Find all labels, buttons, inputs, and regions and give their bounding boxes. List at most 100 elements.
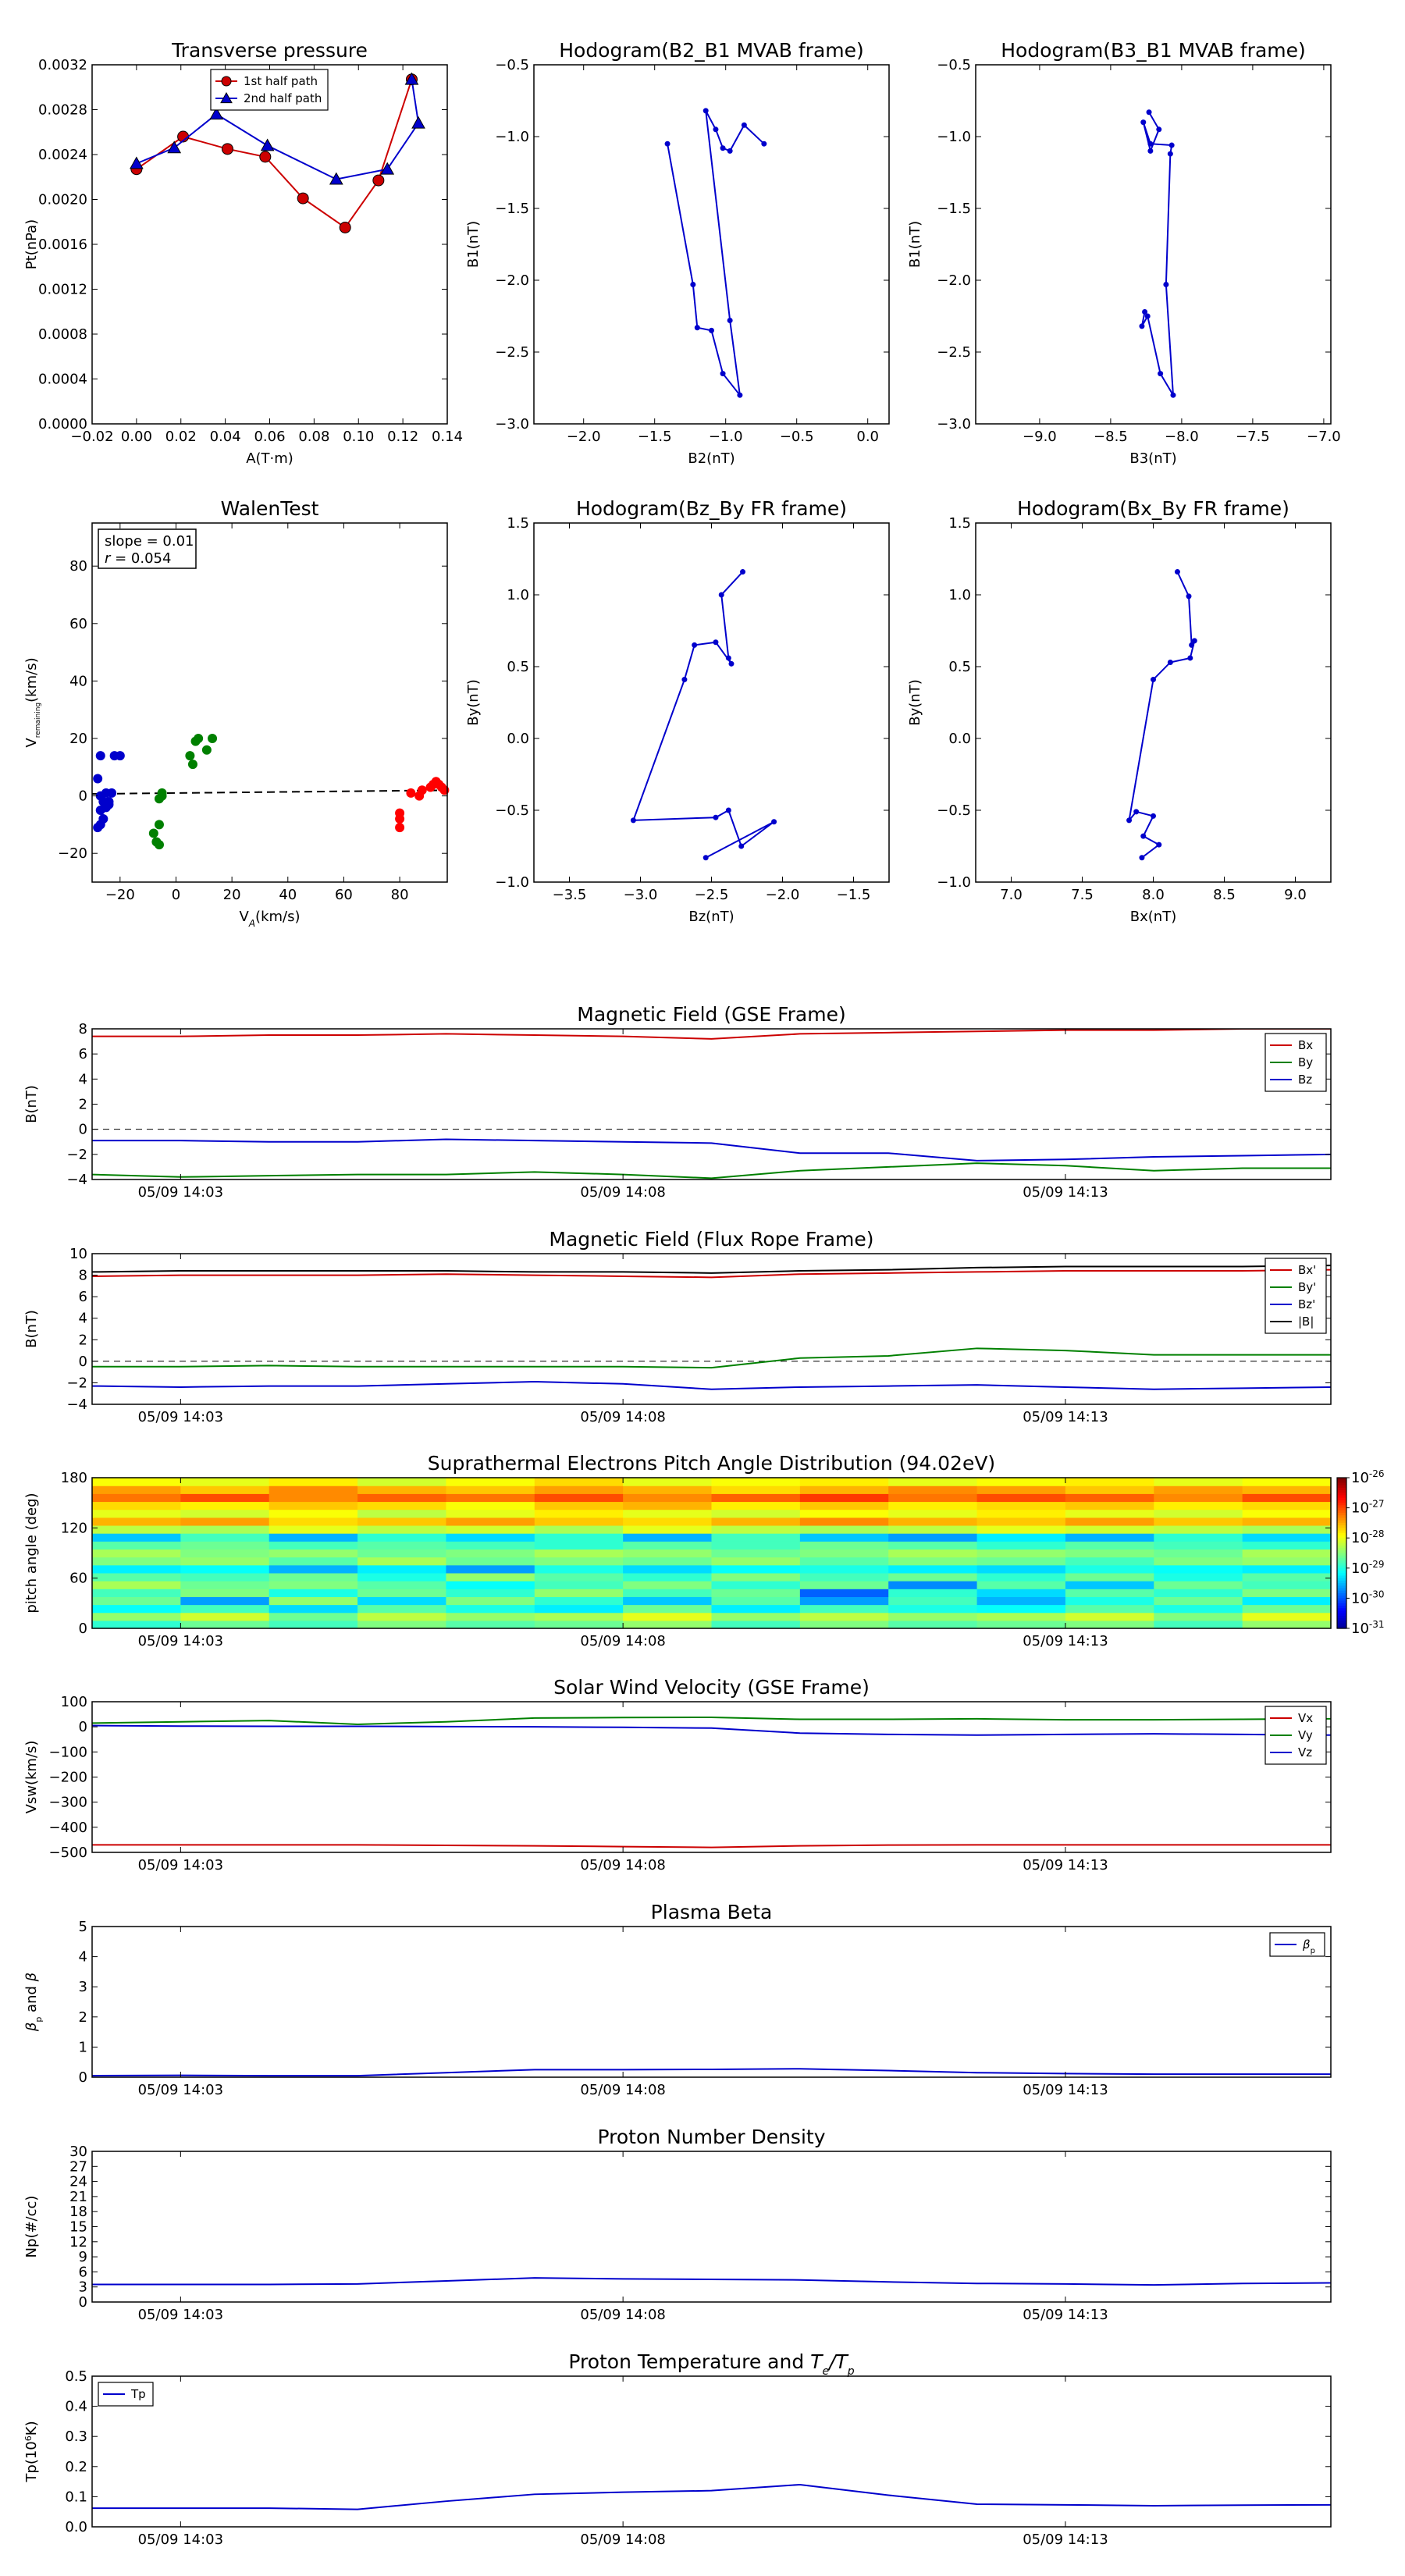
heatmap-cell <box>711 1533 801 1542</box>
y-axis-label: B1(nT) <box>907 221 923 268</box>
heatmap-cell <box>357 1620 447 1629</box>
chart-title: Magnetic Field (Flux Rope Frame) <box>549 1228 873 1251</box>
y-tick-label: 8 <box>79 1021 87 1037</box>
data-point <box>1151 813 1156 819</box>
plot-frame <box>91 64 448 425</box>
x-tick-label: 05/09 14:13 <box>1023 1184 1108 1201</box>
series-line-Vx <box>92 1844 1331 1848</box>
colorbar-segment <box>1337 1565 1346 1569</box>
heatmap-cell <box>269 1509 358 1518</box>
data-point <box>130 156 144 169</box>
y-tick-label: 5 <box>79 1919 87 1935</box>
colorbar-segment <box>1337 1573 1346 1577</box>
x-tick-label: 0.12 <box>387 429 418 445</box>
x-tick-label: −2.0 <box>766 887 800 903</box>
legend: 1st half path 2nd half path <box>210 69 329 111</box>
colorbar-segment <box>1337 1538 1346 1542</box>
data-point <box>713 814 719 820</box>
heatmap-cell <box>799 1581 889 1589</box>
colorbar-segment <box>1337 1528 1346 1532</box>
heatmap-cell <box>1242 1533 1332 1542</box>
heatmap-cell <box>1242 1549 1332 1558</box>
colorbar-segment <box>1337 1606 1346 1609</box>
heatmap-cell <box>269 1620 358 1629</box>
heatmap-cell <box>534 1581 624 1589</box>
series-line-1sthalfpath <box>136 79 413 229</box>
x-tick-label: 0.0 <box>856 429 879 445</box>
heatmap-cell <box>269 1517 358 1526</box>
heatmap-cell <box>534 1478 624 1486</box>
series-line-B <box>92 1265 1331 1274</box>
y-tick-label: 4 <box>79 1949 87 1966</box>
legend-box <box>210 69 329 111</box>
heatmap-cell <box>357 1589 447 1597</box>
heatmap-cell <box>1242 1525 1332 1534</box>
heatmap-cell <box>269 1493 358 1503</box>
y-tick-label: 0.0024 <box>38 147 87 163</box>
colorbar-segment <box>1337 1613 1346 1617</box>
heatmap-cell <box>446 1572 535 1582</box>
y-tick-label: 0.5 <box>507 659 529 675</box>
heatmap-cell <box>888 1572 978 1582</box>
data-point <box>297 192 309 205</box>
legend-label: Vy <box>1298 1728 1313 1742</box>
y-tick-label: 0.0 <box>507 731 529 747</box>
colorbar-segment <box>1337 1583 1346 1586</box>
x-tick-label: 05/09 14:03 <box>138 2307 223 2323</box>
x-tick-label: 05/09 14:13 <box>1023 1409 1108 1425</box>
heatmap-cell <box>1154 1517 1243 1526</box>
heatmap-cell <box>269 1581 358 1589</box>
series-line-p <box>92 2068 1331 2077</box>
heatmap-cell <box>623 1557 713 1566</box>
y-tick-label: −500 <box>49 1845 87 1861</box>
data-point <box>221 143 233 155</box>
heatmap-cell <box>1154 1533 1243 1542</box>
heatmap-cell <box>92 1478 181 1486</box>
heatmap-cell <box>976 1604 1066 1614</box>
heatmap-cell <box>976 1533 1066 1542</box>
x-axis-label: A(T·m) <box>246 450 293 467</box>
x-tick-label: 0 <box>172 887 180 903</box>
y-tick-label: −1.0 <box>495 874 529 891</box>
heatmap-cell <box>711 1612 801 1621</box>
colorbar-segment <box>1337 1560 1346 1564</box>
x-tick-label: 0.04 <box>210 429 241 445</box>
x-axis-label: Bz(nT) <box>688 909 734 925</box>
data-point <box>720 145 726 151</box>
x-tick-label: −7.0 <box>1307 429 1341 445</box>
data-point <box>404 72 419 85</box>
colorbar-segment <box>1337 1487 1346 1491</box>
x-tick-label: −0.5 <box>780 429 814 445</box>
legend-label: By' <box>1298 1280 1316 1294</box>
legend-label: Vx <box>1298 1711 1313 1725</box>
chart-title: Hodogram(Bx_By FR frame) <box>1017 497 1289 520</box>
chart-hxy: Hodogram(Bx_By FR frame) −1.0 −0.5 0.0 0.5 1.… <box>907 497 1332 925</box>
heatmap-cell <box>623 1509 713 1518</box>
data-point <box>1174 569 1180 575</box>
heatmap-cell <box>711 1596 801 1606</box>
heatmap-cell <box>446 1525 535 1534</box>
heatmap-cell <box>976 1549 1066 1558</box>
heatmap-cell <box>92 1509 181 1518</box>
heatmap-cell <box>976 1509 1066 1518</box>
series-line-Tp <box>92 2483 1331 2510</box>
heatmap-cell <box>180 1478 270 1486</box>
colorbar-segment <box>1337 1497 1346 1501</box>
heatmap-cell <box>1065 1596 1154 1606</box>
data-point <box>713 639 719 646</box>
y-tick-label: 6 <box>79 1289 87 1305</box>
y-tick-label: 0.3 <box>65 2428 87 2445</box>
legend-label: Vz <box>1298 1745 1312 1759</box>
x-tick-label: −2.5 <box>695 887 729 903</box>
plot-frame <box>91 1701 1332 1853</box>
y-axis-label: Tp(106K) <box>23 2421 41 2482</box>
y-tick-label: 0 <box>79 2294 87 2311</box>
heatmap-cell <box>534 1517 624 1526</box>
heatmap-cell <box>711 1581 801 1589</box>
heatmap-cell <box>1242 1517 1332 1526</box>
x-tick-label: 05/09 14:03 <box>138 2532 223 2548</box>
heatmap-cell <box>888 1581 978 1589</box>
data-point <box>417 785 427 795</box>
heatmap-cell <box>446 1581 535 1589</box>
